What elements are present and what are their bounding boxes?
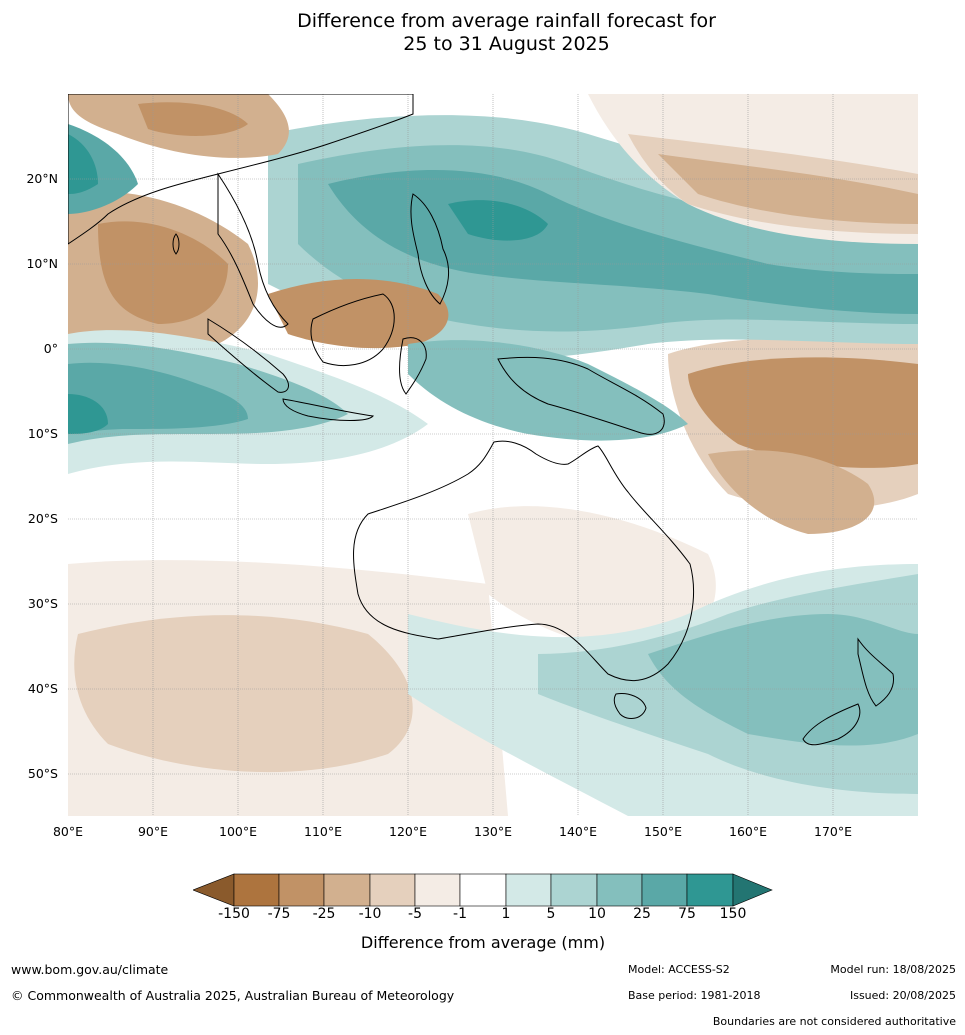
lat-label-0: 0° <box>43 341 58 356</box>
anomaly-pacific-dry <box>668 337 918 534</box>
sumatra-coastline <box>207 318 289 393</box>
colorbar-tick: 10 <box>588 906 606 922</box>
colorbar-swatch-5-10 <box>550 873 598 907</box>
colorbar-swatch-5-1 <box>414 873 461 907</box>
title-line-1: Difference from average rainfall forecas… <box>297 10 716 32</box>
colorbar-label: Difference from average (mm) <box>360 933 606 952</box>
lon-label-80e: 80°E <box>52 824 84 839</box>
anomaly-borneo-dry <box>268 279 449 349</box>
boundaries-disclaimer: Boundaries are not considered authoritat… <box>712 1015 956 1028</box>
colorbar-tick: 75 <box>678 906 696 922</box>
lat-label-20s: 20°S <box>27 511 58 526</box>
colorbar-swatch-1-5 <box>505 873 552 907</box>
base-period-info: Base period: 1981-2018 <box>628 989 761 1002</box>
colorbar-swatch-gt-150 <box>732 873 773 907</box>
lat-label-20n: 20°N <box>26 171 58 186</box>
sri-lanka-coastline <box>172 233 180 255</box>
colorbar-swatch-25-75 <box>641 873 688 907</box>
graticule <box>68 94 918 816</box>
sulawesi-coastline <box>399 337 427 395</box>
new-zealand-south-coastline <box>802 703 861 746</box>
colorbar-swatch-25-10 <box>323 873 371 907</box>
anomaly-equatorial-wet <box>68 330 428 474</box>
new-zealand-north-coastline <box>857 637 895 707</box>
colorbar-tick: -5 <box>408 906 422 922</box>
lon-label-120e: 120°E <box>388 824 428 839</box>
lon-label-160e: 160°E <box>728 824 768 839</box>
lon-label-100e: 100°E <box>218 824 258 839</box>
philippines-coastline <box>410 193 450 305</box>
new-guinea-coastline <box>497 356 665 435</box>
issued-date: Issued: 20/08/2025 <box>849 989 956 1002</box>
colorbar-tick: 5 <box>546 906 556 922</box>
lon-label-110e: 110°E <box>303 824 343 839</box>
lon-label-90e: 90°E <box>137 824 169 839</box>
australia-coastline <box>353 440 695 682</box>
colorbar-tick: -150 <box>218 906 250 922</box>
colorbar-tick: -10 <box>358 906 382 922</box>
se-asia-coastline <box>68 94 414 245</box>
lat-label-30s: 30°S <box>27 596 58 611</box>
colorbar-swatch-lt-150 <box>193 873 235 907</box>
website-link[interactable]: www.bom.gov.au/climate <box>11 962 169 977</box>
colorbar-tick: -1 <box>453 906 467 922</box>
java-coastline <box>282 398 374 421</box>
map-title: Difference from average rainfall forecas… <box>0 10 965 56</box>
anomaly-north-pacific-dry <box>588 94 918 244</box>
colorbar-legend <box>193 873 773 907</box>
tasmania-coastline <box>613 693 647 720</box>
title-line-2: 25 to 31 August 2025 <box>403 33 610 55</box>
colorbar-swatch-75-25 <box>278 873 325 907</box>
colorbar-tick: 25 <box>633 906 651 922</box>
copyright-text: © Commonwealth of Australia 2025, Austra… <box>11 988 455 1003</box>
colorbar-swatch-10-5 <box>369 873 416 907</box>
coastlines <box>68 94 895 746</box>
model-info: Model: ACCESS-S2 <box>628 963 730 976</box>
lat-label-10n: 10°N <box>26 256 58 271</box>
lat-label-40s: 40°S <box>27 681 58 696</box>
lat-label-50s: 50°S <box>27 766 58 781</box>
lon-label-150e: 150°E <box>643 824 683 839</box>
colorbar-swatch-1-1 <box>459 873 507 907</box>
lat-label-10s: 10°S <box>27 426 58 441</box>
colorbar-tick: 150 <box>719 906 747 922</box>
anomaly-inland-dry <box>468 506 716 654</box>
colorbar-swatch-150-75 <box>233 873 280 907</box>
colorbar-swatch-10-25 <box>596 873 643 907</box>
colorbar-tick: -75 <box>267 906 291 922</box>
indochina-coastline <box>217 172 289 328</box>
model-run-info: Model run: 18/08/2025 <box>830 963 956 976</box>
anomaly-indian-ocean-dry <box>68 94 289 344</box>
lon-label-140e: 140°E <box>558 824 598 839</box>
lon-label-170e: 170°E <box>813 824 853 839</box>
rainfall-anomaly-map <box>68 94 918 816</box>
colorbar-swatch-75-150 <box>686 873 734 907</box>
lon-label-130e: 130°E <box>473 824 513 839</box>
colorbar-tick: 1 <box>501 906 511 922</box>
borneo-coastline <box>310 293 395 367</box>
colorbar-tick: -25 <box>312 906 336 922</box>
anomaly-south-dry <box>68 560 508 816</box>
anomaly-new-guinea-wet <box>408 340 688 441</box>
